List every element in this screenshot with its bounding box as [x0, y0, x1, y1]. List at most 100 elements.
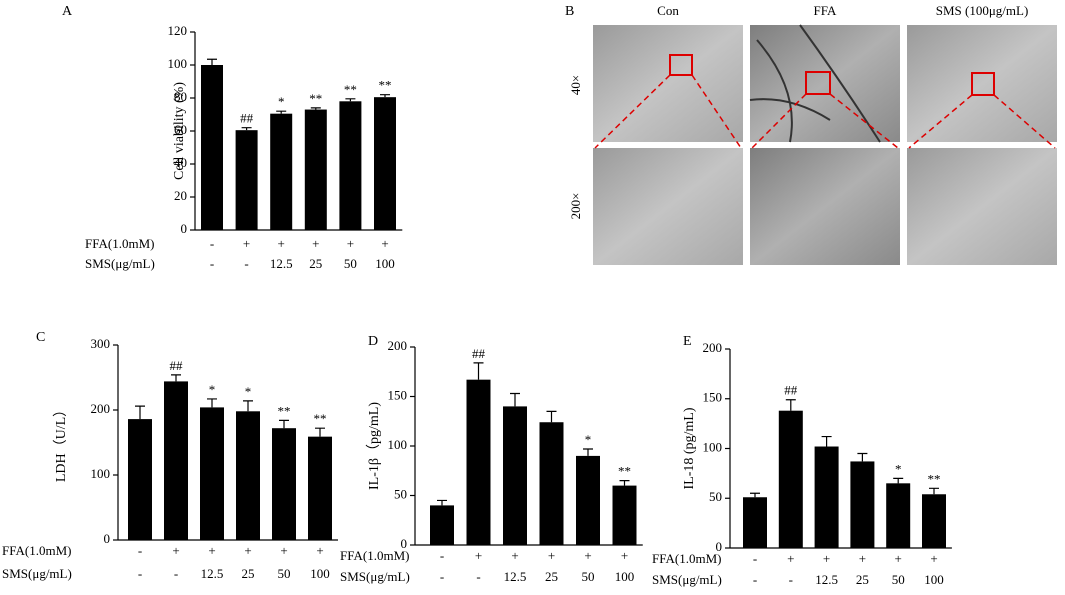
y-tick-label: 150	[703, 390, 723, 405]
panel-label: C	[36, 330, 45, 345]
bar	[743, 497, 767, 548]
condition-label: +	[316, 543, 323, 558]
condition-label: 100	[375, 256, 395, 271]
zoom-box	[669, 54, 995, 96]
significance-label: ##	[472, 346, 486, 361]
error-bar	[785, 399, 796, 411]
y-tick-label: 200	[91, 401, 111, 416]
condition-label: 12.5	[270, 256, 293, 271]
error-bar	[135, 405, 145, 420]
y-tick-label: 100	[91, 466, 111, 481]
y-tick-label: 200	[703, 340, 723, 355]
panel-label: D	[368, 334, 378, 349]
error-bar	[315, 427, 325, 437]
condition-label: -	[476, 569, 480, 584]
error-bar	[437, 499, 447, 506]
condition-label: +	[347, 236, 354, 251]
bar	[339, 101, 362, 230]
error-bar	[510, 392, 520, 407]
bar	[308, 436, 332, 540]
bar	[576, 455, 600, 545]
condition-label: +	[208, 543, 215, 558]
condition-label: -	[210, 236, 214, 251]
error-bar	[821, 435, 832, 447]
sem-image	[750, 25, 900, 142]
condition-label: 100	[615, 569, 635, 584]
y-tick-label: 150	[388, 387, 408, 402]
bar	[128, 419, 152, 540]
condition-label: +	[475, 548, 482, 563]
error-bar	[750, 492, 760, 498]
condition-label: +	[312, 236, 319, 251]
condition-label: +	[895, 551, 902, 566]
y-axis-label: LDH（U/L）	[53, 403, 69, 482]
y-axis-label: IL-1β（pg/mL)	[366, 402, 382, 490]
y-tick-label: 100	[703, 439, 723, 454]
condition-label: +	[548, 548, 555, 563]
condition-label: +	[381, 236, 388, 251]
y-tick-label: 200	[388, 338, 408, 353]
error-bar	[310, 107, 321, 110]
crack	[749, 24, 881, 143]
bar	[814, 446, 839, 548]
condition-label: +	[280, 543, 287, 558]
condition-label: -	[789, 572, 793, 587]
bar	[539, 422, 564, 545]
bar	[270, 113, 293, 230]
condition-label: 50	[892, 572, 905, 587]
condition-label: 25	[856, 572, 869, 587]
column-label: SMS (100μg/mL)	[936, 3, 1029, 18]
condition-name: FFA(1.0mM)	[652, 551, 721, 566]
significance-label: **	[314, 411, 327, 426]
condition-label: +	[823, 551, 830, 566]
column-label: Con	[657, 3, 679, 18]
y-tick-label: 100	[388, 437, 408, 452]
significance-label: ##	[170, 358, 184, 373]
zoom-line	[594, 74, 1056, 149]
error-bar	[929, 487, 939, 495]
condition-name: FFA(1.0mM)	[2, 543, 71, 558]
condition-label: 12.5	[504, 569, 527, 584]
bar	[886, 483, 911, 548]
y-tick-label: 20	[174, 188, 187, 203]
y-axis-label: Cell viability (%)	[172, 82, 187, 180]
row-label: 200×	[568, 193, 583, 220]
y-tick-label: 0	[401, 536, 408, 551]
sem-image	[750, 148, 900, 265]
condition-label: 12.5	[201, 566, 224, 581]
y-tick-label: 60	[174, 122, 187, 137]
panel-label: B	[565, 4, 574, 19]
condition-label: +	[244, 543, 251, 558]
y-tick-label: 0	[104, 531, 111, 546]
error-bar	[546, 410, 557, 423]
condition-name: SMS(μg/mL)	[652, 572, 722, 587]
condition-label: 100	[310, 566, 330, 581]
significance-label: *	[895, 461, 902, 476]
significance-label: **	[928, 471, 941, 486]
bar	[272, 428, 296, 540]
bar	[850, 461, 875, 548]
bar	[201, 65, 223, 230]
significance-label: **	[344, 82, 357, 97]
error-bar	[279, 419, 289, 429]
error-bar	[583, 448, 593, 456]
condition-label: +	[584, 548, 591, 563]
condition-label: +	[243, 236, 250, 251]
y-tick-label: 40	[174, 155, 187, 170]
column-label: FFA	[814, 3, 837, 18]
condition-label: +	[172, 543, 179, 558]
condition-label: -	[753, 572, 757, 587]
bar	[503, 406, 527, 545]
condition-label: 50	[278, 566, 291, 581]
significance-label: ##	[240, 111, 254, 126]
condition-name: SMS(μg/mL)	[2, 566, 72, 581]
condition-label: -	[138, 566, 142, 581]
significance-label: **	[379, 78, 392, 93]
condition-label: 25	[242, 566, 255, 581]
y-tick-label: 0	[716, 539, 723, 554]
significance-label: *	[209, 382, 216, 397]
y-tick-label: 80	[174, 89, 187, 104]
condition-label: 100	[924, 572, 944, 587]
significance-label: *	[585, 432, 592, 447]
